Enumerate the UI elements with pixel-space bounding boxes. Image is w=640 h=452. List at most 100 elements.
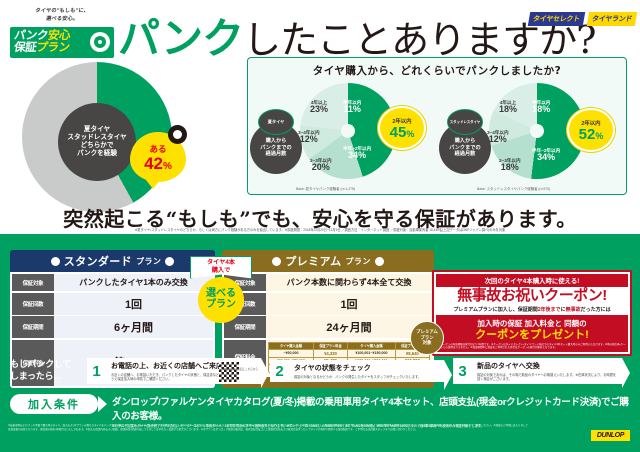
row-value: 1回: [266, 292, 432, 315]
row-label: 保証料金: [12, 339, 54, 386]
experience-percentage-badge: ある 42%: [130, 125, 187, 189]
join-conditions-sub: ※カタログ記載のタイヤ(販売終了モデル含む)、モータースポーツ専用タイヤ、4本付…: [112, 424, 484, 428]
row-value: 1回: [54, 292, 213, 315]
badge-label: ある: [149, 143, 167, 154]
brand-tag-tireland: タイヤランド: [586, 12, 638, 26]
tire-wheel-icon: [165, 256, 175, 266]
dunlop-logo: DUNLOP: [590, 430, 630, 441]
coupon-title: 無事故お祝いクーポン!: [457, 287, 607, 304]
step-body: タイヤの状態をチェック 保証の対象となるかどうか、パンクの発生したタイヤをスタッ…: [289, 360, 452, 390]
tire-wheel-icon: [90, 32, 110, 53]
pie-slice-label-4: 4年以上 18%: [499, 100, 518, 115]
step-3: 3 新品のタイヤへ交換 保証の対象であれば、その場で新品のタイヤへお取替えいたし…: [453, 358, 630, 389]
column-header: 保証プラン料金: [312, 341, 349, 351]
table-row: 保証回数 1回: [224, 292, 432, 315]
column-header: タイヤ購入金額: [347, 341, 396, 351]
studless-tire-chip: スタッドレスタイヤ: [447, 109, 483, 135]
choose-plan-badge: タイヤ4本 購入で 選べる プラン: [190, 256, 252, 323]
qr-code-icon[interactable]: [219, 362, 239, 382]
table-row: ~¥60,000 ¥4,320 ¥100,001~¥150,000 ¥8,640: [268, 349, 431, 358]
summer-highlight-badge: 2年以内 45%: [378, 106, 426, 150]
studless-tire-pie-chart: スタッドレスタイヤ 購入から パンクまでの 経過月数 半年以内 18% 半年~2年…: [437, 78, 626, 193]
step-number: 2: [270, 360, 289, 382]
ribbon-line-2: 購入で: [211, 266, 231, 274]
cell-range: ~¥60,000: [268, 349, 314, 358]
logo-name-line2: 保証プラン: [13, 42, 71, 55]
join-conditions: 加入条件 ダンロップ/ファルケンタイヤカタログ(夏/冬)掲載の乗用車用タイヤ4本…: [10, 394, 630, 428]
choose-line-2: プラン: [206, 298, 236, 310]
row-value: パンク本数に関わらず4本全て交換: [266, 274, 432, 291]
donut-center-label: 夏タイヤ スタッドレスタイヤ どちらかで パンクを経験: [58, 103, 136, 181]
row-label: 保証回数: [12, 292, 54, 315]
coupon-highlight: プレミアム プラン 対象 加入時の保証 加入料金と 同額の クーポンをプレゼント…: [410, 314, 628, 355]
premium-target-stamp: プレミアム プラン 対象: [410, 320, 444, 355]
coupon-fine-print: ※クーポンの有効期限は発行日より1年間です。※クーポンはタイヤセレクト・タイヤラ…: [438, 342, 626, 349]
table-row: 保証対象 パンクしたタイヤ1本のみ交換: [12, 274, 213, 291]
pie-slice-label-0: 半年以内 18%: [532, 100, 551, 115]
column-header: タイヤ購入金額: [268, 341, 314, 351]
summer-tire-circle-label: 夏タイヤ 購入から パンクまでの 経過月数: [250, 109, 302, 174]
premium-plan-subtitle: プラン: [345, 256, 371, 266]
table-row: 保証対象 パンク本数に関わらず4本全て交換: [224, 274, 432, 291]
cell-range: ¥100,001~¥150,000: [347, 349, 396, 358]
choose-ball: 選べる プラン: [198, 276, 244, 323]
row-label: 保証対象: [12, 274, 54, 291]
coupon-lead: 次回のタイヤ4本購入時に使える!: [436, 274, 628, 287]
pie-slice-label-2: 2~3年以内 20%: [310, 158, 332, 173]
plans-section: スタンダード プラン 保証対象 パンクしたタイヤ1本のみ交換 保証回数 1回 保…: [0, 234, 640, 452]
brand-logo: タイヤの”もしも”に、 選べる安心。 パンク安心 保証プラン: [10, 8, 114, 58]
summer-tire-chip: 夏タイヤ: [258, 109, 294, 135]
step-body: 新品のタイヤへ交換 保証の対象であれば、その場で新品のタイヤへお取替えいたします…: [472, 358, 630, 389]
premium-plan-header: プレミアム プラン: [222, 250, 434, 272]
step-description: お近くの店舗へ、お電話いただき、パンクしたタイヤの状態と、保証書など申請のうえ保…: [111, 372, 229, 381]
steps-section: もしパンクして しまったら… 1 お電話の上、お近くの店舗へご来店 お近くの店舗…: [10, 358, 630, 390]
pie-slice-label-3: 3~4年以内 12%: [298, 130, 320, 145]
steps-lead: もしパンクして しまったら…: [10, 359, 84, 382]
step-description: 保証の対象となるかどうか、パンクの発生したタイヤをスタッフがチェックいたします。: [294, 374, 422, 379]
standard-plan-header: スタンダード プラン: [10, 250, 215, 272]
step-title: お電話の上、お近くの店舗へご来店: [111, 363, 223, 370]
choose-line-1: 選べる: [206, 288, 236, 299]
studless-highlight-badge: 2年以内 52%: [567, 108, 615, 152]
survey-panel: タイヤ購入から、どれくらいでパンクしましたか? 夏タイヤ 購入から パンクまでの…: [247, 57, 627, 195]
coupon-promo-box[interactable]: 次回のタイヤ4本購入時に使える! 無事故お祝いクーポン! プレミアムプランに加入…: [410, 270, 632, 357]
standard-plan-title: スタンダード: [63, 256, 133, 268]
survey-note: ※夏タイヤ・スタッドレスタイヤのどちらか、もしくは両方にパンク経験がある方のみを…: [134, 228, 506, 232]
tire-wheel-icon: [168, 125, 187, 144]
step-title: 新品のタイヤへ交換: [477, 363, 540, 370]
brand-tag-list: タイヤセレクト タイヤランド: [528, 12, 638, 26]
standard-plan-subtitle: プラン: [136, 256, 162, 266]
coupon-red-line-2: クーポンをプレゼント!: [475, 328, 589, 341]
step-number: 1: [87, 358, 106, 385]
table-row: 保証回数 1回: [12, 292, 213, 315]
step-2: 2 タイヤの状態をチェック 保証の対象となるかどうか、パンクの発生したタイヤをス…: [270, 360, 452, 390]
pie-slice-label-4: 4年以上 23%: [310, 100, 329, 115]
join-conditions-body: ダンロップ/ファルケンタイヤカタログ(夏/冬)掲載の乗用車用タイヤ4本セット、店…: [112, 394, 630, 428]
headline-accent: パンク: [118, 14, 244, 63]
join-conditions-label: 加入条件: [10, 394, 107, 414]
coupon-description: プレミアムプランに加入し、保証期間2年後までに無事故だった方には: [453, 306, 611, 313]
summer-chart-source: Base: 夏タイヤパンク経験者 (n=1,275): [296, 187, 356, 191]
pie-slice-label-1: 半年~2年以内 34%: [532, 148, 561, 163]
tire-wheel-icon: [50, 256, 60, 266]
premium-plan-title: プレミアム: [285, 256, 342, 268]
steps-lead-line-1: もしパンクして: [10, 359, 72, 370]
pie-center-hole: [341, 124, 355, 138]
step-1: 1 お電話の上、お近くの店舗へご来店 お近くの店舗へ、お電話いただき、パンクした…: [87, 358, 269, 389]
steps-lead-line-2: しまったら…: [10, 371, 62, 382]
cell-price: ¥4,320: [312, 349, 349, 358]
row-value: 24ヶ月間: [266, 316, 432, 338]
row-value: パンクしたタイヤ1本のみ交換: [54, 274, 213, 291]
table-header-row: タイヤ購入金額 保証プラン料金 タイヤ購入金額 保証プラン料金: [268, 341, 431, 351]
tire-wheel-icon: [272, 256, 282, 266]
tire-wheel-icon: [374, 256, 384, 266]
logo-badge: パンク安心 保証プラン: [10, 26, 114, 58]
summer-tire-pie-chart: 夏タイヤ 購入から パンクまでの 経過月数 半年以内 11% 半年~2年以内 34%…: [248, 78, 437, 193]
step-description: 保証の対象であれば、その場で新品のタイヤへお取替えいたします。※在庫状況により、…: [477, 372, 617, 381]
table-row: 保証期間 6ヶ月間: [12, 316, 213, 338]
row-label: 保証期間: [224, 316, 266, 338]
pie-slice-label-3: 3~4年以内 12%: [487, 130, 509, 145]
choose-ribbon: タイヤ4本 購入で: [190, 256, 252, 279]
step-body: お電話の上、お近くの店舗へご来店 お近くの店舗へ、お電話いただき、パンクしたタイ…: [106, 358, 269, 389]
